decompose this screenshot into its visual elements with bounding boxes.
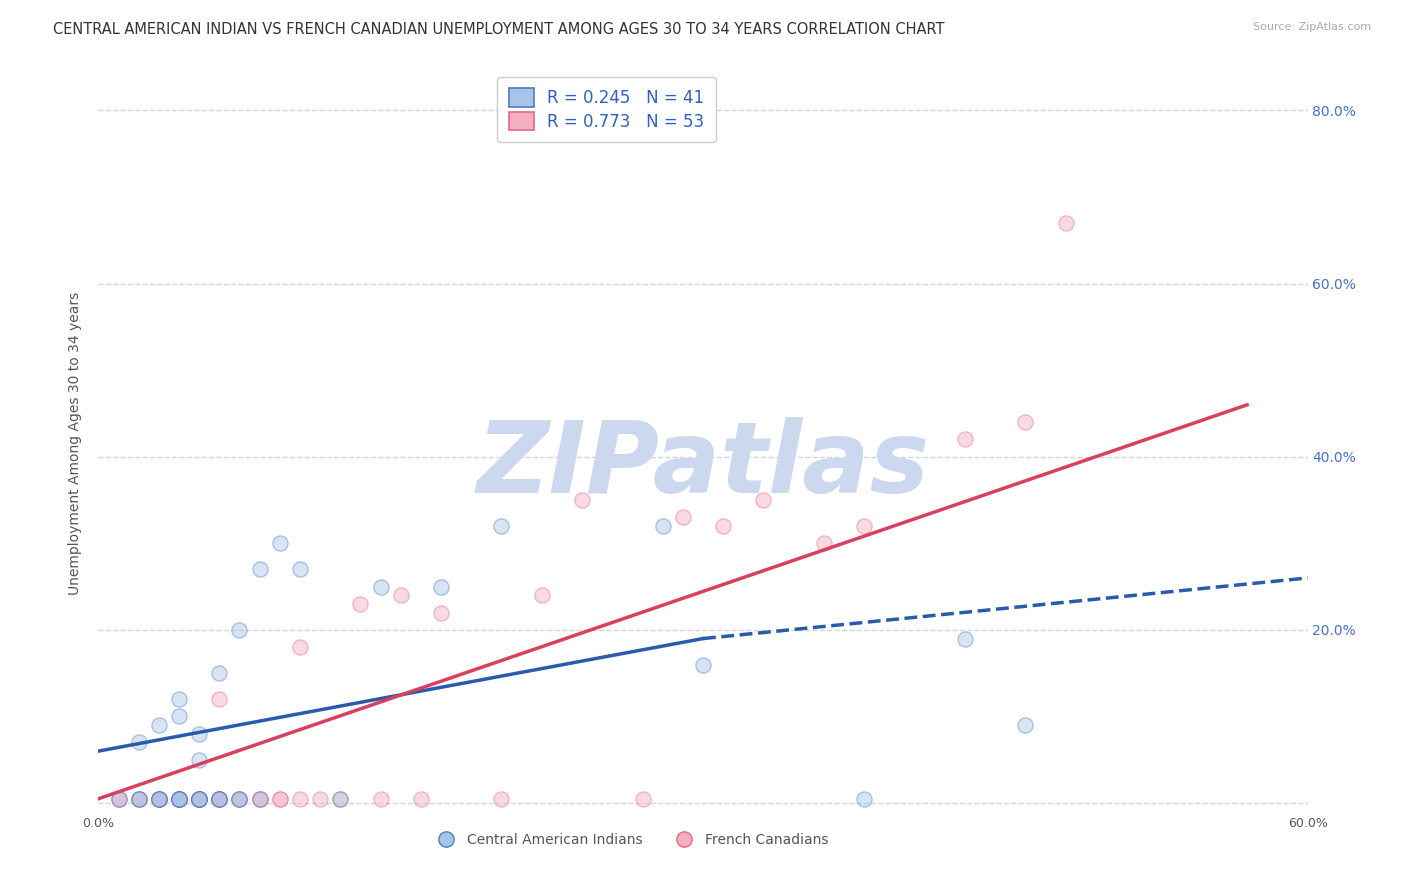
Point <box>430 606 453 620</box>
Point <box>651 519 673 533</box>
Point <box>249 791 271 805</box>
Point <box>228 623 250 637</box>
Point <box>167 791 190 805</box>
Point <box>269 536 291 550</box>
Point <box>188 791 211 805</box>
Point <box>148 791 170 805</box>
Point <box>148 791 170 805</box>
Point <box>228 791 250 805</box>
Point <box>288 562 311 576</box>
Point <box>167 791 190 805</box>
Point <box>167 791 190 805</box>
Point <box>208 791 231 805</box>
Point <box>148 791 170 805</box>
Point <box>148 718 170 732</box>
Point <box>1014 415 1036 429</box>
Point <box>148 791 170 805</box>
Point <box>269 791 291 805</box>
Point <box>167 692 190 706</box>
Point <box>128 735 150 749</box>
Point <box>208 692 231 706</box>
Point <box>692 657 714 672</box>
Point <box>107 791 129 805</box>
Point <box>249 791 271 805</box>
Point <box>167 791 190 805</box>
Point <box>128 791 150 805</box>
Text: ZIPatlas: ZIPatlas <box>477 417 929 515</box>
Point <box>288 640 311 655</box>
Point <box>167 791 190 805</box>
Point <box>249 562 271 576</box>
Point <box>228 791 250 805</box>
Point <box>530 588 553 602</box>
Point <box>208 666 231 681</box>
Point <box>208 791 231 805</box>
Point <box>491 791 513 805</box>
Point <box>329 791 352 805</box>
Point <box>148 791 170 805</box>
Point <box>853 791 876 805</box>
Point <box>188 791 211 805</box>
Point <box>813 536 835 550</box>
Point <box>571 493 593 508</box>
Point <box>188 791 211 805</box>
Point <box>631 791 654 805</box>
Point <box>148 791 170 805</box>
Point <box>349 597 371 611</box>
Point <box>389 588 412 602</box>
Point <box>208 791 231 805</box>
Point <box>167 791 190 805</box>
Point <box>370 580 392 594</box>
Point <box>128 791 150 805</box>
Point <box>491 519 513 533</box>
Point <box>1014 718 1036 732</box>
Point <box>188 753 211 767</box>
Point <box>208 791 231 805</box>
Point <box>208 791 231 805</box>
Point <box>167 791 190 805</box>
Point <box>188 791 211 805</box>
Point <box>188 727 211 741</box>
Point <box>167 791 190 805</box>
Point <box>128 791 150 805</box>
Point <box>711 519 734 533</box>
Point <box>329 791 352 805</box>
Y-axis label: Unemployment Among Ages 30 to 34 years: Unemployment Among Ages 30 to 34 years <box>69 293 83 595</box>
Point <box>309 791 332 805</box>
Point <box>148 791 170 805</box>
Point <box>1054 216 1077 230</box>
Point <box>228 791 250 805</box>
Point <box>288 791 311 805</box>
Point <box>430 580 453 594</box>
Point <box>188 791 211 805</box>
Point <box>953 433 976 447</box>
Point <box>208 791 231 805</box>
Point <box>167 709 190 723</box>
Point <box>853 519 876 533</box>
Point <box>249 791 271 805</box>
Point <box>370 791 392 805</box>
Text: CENTRAL AMERICAN INDIAN VS FRENCH CANADIAN UNEMPLOYMENT AMONG AGES 30 TO 34 YEAR: CENTRAL AMERICAN INDIAN VS FRENCH CANADI… <box>53 22 945 37</box>
Point <box>672 510 695 524</box>
Point <box>167 791 190 805</box>
Point <box>228 791 250 805</box>
Text: Source: ZipAtlas.com: Source: ZipAtlas.com <box>1253 22 1371 32</box>
Point <box>188 791 211 805</box>
Point <box>128 791 150 805</box>
Point <box>188 791 211 805</box>
Point <box>188 791 211 805</box>
Point <box>188 791 211 805</box>
Point <box>107 791 129 805</box>
Point <box>148 791 170 805</box>
Point <box>409 791 432 805</box>
Legend: Central American Indians, French Canadians: Central American Indians, French Canadia… <box>427 828 834 853</box>
Point <box>953 632 976 646</box>
Point <box>269 791 291 805</box>
Point <box>107 791 129 805</box>
Point <box>752 493 775 508</box>
Point <box>208 791 231 805</box>
Point <box>167 791 190 805</box>
Point <box>188 791 211 805</box>
Point <box>188 791 211 805</box>
